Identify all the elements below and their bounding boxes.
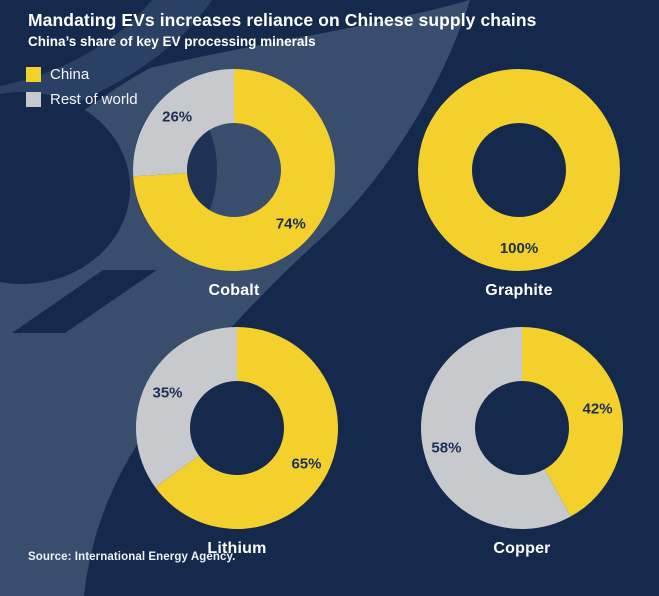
chart-category-label: Cobalt	[208, 282, 260, 299]
slice-rest-of-world	[420, 327, 571, 529]
slice-rest-of-world	[136, 327, 237, 488]
slice-china	[155, 327, 338, 529]
chart-category-label: Lithium	[207, 540, 267, 557]
donut-chart-graphite: 100% Graphite	[412, 64, 626, 308]
slice-china	[418, 69, 620, 271]
donut-chart-copper: 42% 58% Copper	[415, 322, 629, 566]
donut-chart-cobalt: 74% 26% Cobalt	[127, 64, 341, 308]
slice-value-label: 42%	[583, 401, 613, 418]
legend-item-china: China	[26, 66, 138, 83]
chart-category-label: Copper	[493, 540, 551, 557]
slice-value-label: 65%	[291, 455, 321, 472]
slice-value-label: 58%	[431, 439, 461, 456]
chart-category-label: Graphite	[485, 282, 553, 299]
slice-value-label: 35%	[152, 385, 182, 402]
legend-label-rest-of-world: Rest of world	[50, 91, 138, 108]
chart-header: Mandating EVs increases reliance on Chin…	[28, 10, 537, 49]
source-note: Source: International Energy Agency.	[28, 551, 236, 563]
slice-value-label: 26%	[162, 109, 192, 126]
chart-legend: China Rest of world	[26, 66, 138, 116]
donut-svg: 74% 26%	[133, 69, 335, 271]
slice-value-label: 100%	[500, 240, 538, 257]
chart-subtitle: China’s share of key EV processing miner…	[28, 34, 316, 49]
donut-svg: 42% 58%	[420, 327, 623, 529]
slice-china	[522, 327, 623, 517]
legend-swatch-rest-of-world	[26, 92, 41, 107]
chart-title: Mandating EVs increases reliance on Chin…	[28, 10, 537, 30]
donut-svg: 65% 35%	[136, 327, 338, 529]
donut-svg: 100%	[418, 69, 620, 271]
slice-china	[133, 69, 335, 271]
donut-chart-lithium: 65% 35% Lithium	[130, 322, 344, 566]
legend-label-china: China	[50, 66, 90, 83]
slice-rest-of-world	[133, 69, 234, 177]
legend-swatch-china	[26, 67, 41, 82]
slice-value-label: 74%	[276, 215, 306, 232]
legend-item-rest-of-world: Rest of world	[26, 91, 138, 108]
